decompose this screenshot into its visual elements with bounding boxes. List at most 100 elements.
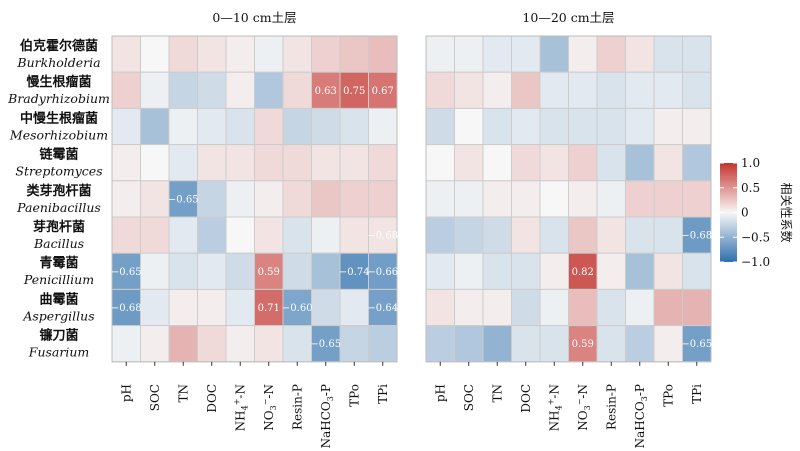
heatmap-cell <box>425 71 455 109</box>
row-label-en: Bacillus <box>33 236 84 251</box>
row-label-en: Fusarium <box>28 345 89 360</box>
heatmap-cell <box>568 252 598 290</box>
heatmap-cell <box>482 35 512 73</box>
heatmap-cell <box>225 144 255 182</box>
heatmap-cell <box>282 216 312 254</box>
heatmap-cell <box>682 35 712 73</box>
heatmap-cell <box>254 325 284 363</box>
heatmap-cell <box>596 71 626 109</box>
cell-value-label: −0.68 <box>111 303 142 314</box>
heatmap-cell <box>568 144 598 182</box>
heatmap-cell <box>511 107 541 146</box>
heatmap-cell <box>197 71 227 109</box>
cell-value-label: 0.67 <box>372 86 394 97</box>
column-label: pH <box>433 384 447 402</box>
heatmap-cell <box>368 180 398 218</box>
cell-value-label: 0.59 <box>572 339 594 350</box>
heatmap-cell <box>197 107 227 146</box>
heatmap-cell <box>511 252 541 290</box>
heatmap-cell <box>568 288 598 327</box>
cell-value-label: −0.65 <box>681 339 712 350</box>
heatmap-cell <box>168 325 198 363</box>
heatmap-cell <box>368 35 398 73</box>
heatmap-cell <box>368 107 398 146</box>
column-label: SOC <box>462 384 476 411</box>
cell-value-label: −0.74 <box>339 267 370 278</box>
heatmap-cell <box>511 288 541 327</box>
column-label: TPo <box>661 384 675 407</box>
heatmap-cell <box>653 216 683 254</box>
heatmap-cell <box>168 252 198 290</box>
heatmap-cell <box>254 144 284 182</box>
heatmap-cell <box>653 71 683 109</box>
heatmap-cell <box>282 144 312 182</box>
heatmap-cell <box>596 216 626 254</box>
heatmap-cell <box>339 252 369 290</box>
cell-value-label: −0.65 <box>111 267 142 278</box>
heatmap-cell <box>596 180 626 218</box>
heatmap-cell <box>568 180 598 218</box>
heatmap-cell <box>339 35 369 73</box>
heatmap-cell <box>682 252 712 290</box>
heatmap-cell <box>454 35 484 73</box>
heatmap-cell <box>482 144 512 182</box>
heatmap-cell <box>682 325 712 363</box>
heatmap-cell <box>311 71 341 109</box>
heatmap-cell <box>596 325 626 363</box>
heatmap-cell <box>625 288 655 327</box>
heatmap-cell <box>511 35 541 73</box>
heatmap-cell <box>140 107 170 146</box>
cell-value-label: −0.65 <box>310 339 341 350</box>
heatmap-cell <box>454 325 484 363</box>
heatmap-cell <box>368 325 398 363</box>
row-label-zh: 链霉菌 <box>38 147 78 163</box>
heatmap-cell <box>368 144 398 182</box>
heatmap-cell <box>425 216 455 254</box>
heatmap-cell <box>339 107 369 146</box>
heatmap-cell <box>425 288 455 327</box>
heatmap-cell <box>168 107 198 146</box>
column-label: NO3−-N <box>261 384 278 431</box>
column-label: NH4+-N <box>232 384 249 431</box>
heatmap-cell <box>682 71 712 109</box>
heatmap-cell <box>140 216 170 254</box>
cell-value-label: −0.68 <box>367 231 398 242</box>
row-label-en: Paenibacillus <box>16 200 101 215</box>
heatmap-cell <box>596 252 626 290</box>
heatmap-cell <box>482 107 512 146</box>
heatmap-cell <box>225 325 255 363</box>
heatmap-cell <box>225 288 255 327</box>
heatmap-cell <box>425 252 455 290</box>
heatmap-cell <box>225 107 255 146</box>
heatmap-cell <box>140 288 170 327</box>
legend-tick-label: 1.0 <box>741 156 760 170</box>
heatmap-cell <box>197 35 227 73</box>
heatmap-cell <box>539 180 569 218</box>
row-label-zh: 伯克霍尔德菌 <box>20 38 98 54</box>
heatmap-cell <box>168 35 198 73</box>
heatmap-cell <box>653 144 683 182</box>
heatmap-cell <box>511 325 541 363</box>
heatmap-cell <box>311 325 341 363</box>
heatmap-cell <box>482 71 512 109</box>
heatmap-cell <box>197 325 227 363</box>
heatmap-cell <box>254 216 284 254</box>
legend-tick-label: 0.5 <box>741 181 760 195</box>
heatmap-cell <box>568 71 598 109</box>
row-label-en: Penicillium <box>23 272 94 287</box>
heatmap-cell <box>282 107 312 146</box>
heatmap-cell <box>539 325 569 363</box>
heatmap-cell <box>111 180 141 218</box>
heatmap-cell <box>596 144 626 182</box>
panel-border <box>425 35 712 363</box>
heatmap-cell <box>625 180 655 218</box>
heatmap-panel-2: 10—20 cm土层 −0.68 0.82 0.59 −0.65 pH SOC TN DOC NH… <box>425 10 712 448</box>
heatmap-cell <box>625 144 655 182</box>
heatmap-cell <box>111 144 141 182</box>
heatmap-cell <box>511 216 541 254</box>
heatmap-cell <box>454 252 484 290</box>
column-label: DOC <box>205 384 219 413</box>
cell-value-label: −0.66 <box>367 267 398 278</box>
